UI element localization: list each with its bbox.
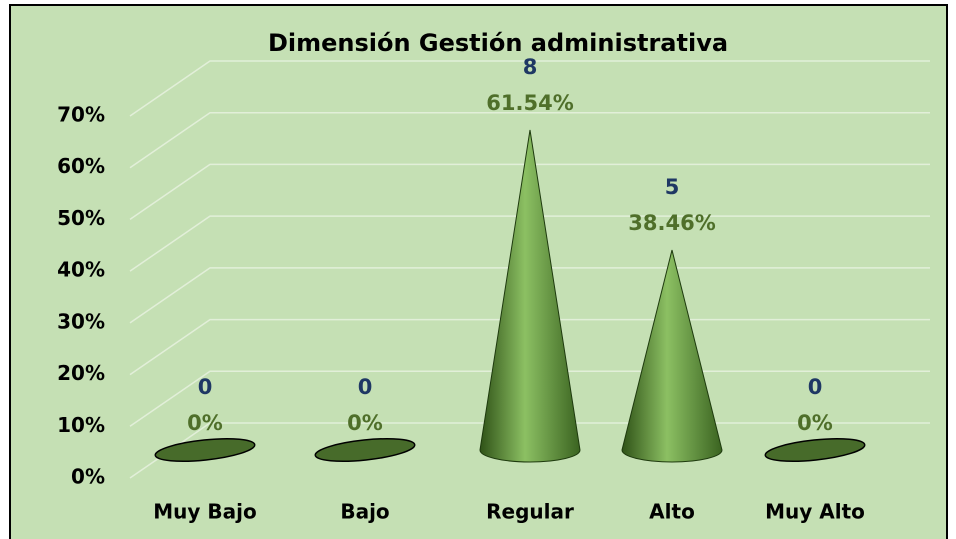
grid-line <box>129 215 930 272</box>
grid-line <box>129 60 930 117</box>
chart-title: Dimensión Gestión administrativa <box>268 29 728 57</box>
value-label: 61.54% <box>486 91 573 115</box>
value-label: 0% <box>347 411 383 435</box>
y-tick-label: 20% <box>57 361 105 385</box>
y-tick-label: 60% <box>57 154 105 178</box>
cone <box>314 438 416 462</box>
grid-line <box>129 163 930 221</box>
y-tick-label: 0% <box>71 465 105 489</box>
value-label: 38.46% <box>628 211 715 235</box>
x-tick-label: Muy Bajo <box>153 500 256 524</box>
x-tick-label: Regular <box>486 500 574 524</box>
y-tick-label: 50% <box>57 206 105 230</box>
cone <box>764 438 866 462</box>
count-label: 5 <box>665 175 680 199</box>
count-label: 0 <box>808 375 823 399</box>
grid-line <box>129 267 930 324</box>
cone <box>479 129 581 463</box>
y-tick-label: 30% <box>57 309 105 333</box>
grid-line <box>129 111 930 169</box>
x-tick-label: Muy Alto <box>765 500 865 524</box>
y-tick-label: 10% <box>57 413 105 437</box>
cone <box>621 249 723 463</box>
count-label: 8 <box>523 55 538 79</box>
count-label: 0 <box>198 375 213 399</box>
x-tick-label: Bajo <box>340 500 389 524</box>
y-tick-label: 40% <box>57 258 105 282</box>
value-label: 0% <box>797 411 833 435</box>
value-label: 0% <box>187 411 223 435</box>
y-tick-label: 70% <box>57 103 105 127</box>
cone <box>154 438 256 462</box>
x-tick-label: Alto <box>649 500 695 524</box>
count-label: 0 <box>358 375 373 399</box>
grid-line <box>129 318 930 376</box>
